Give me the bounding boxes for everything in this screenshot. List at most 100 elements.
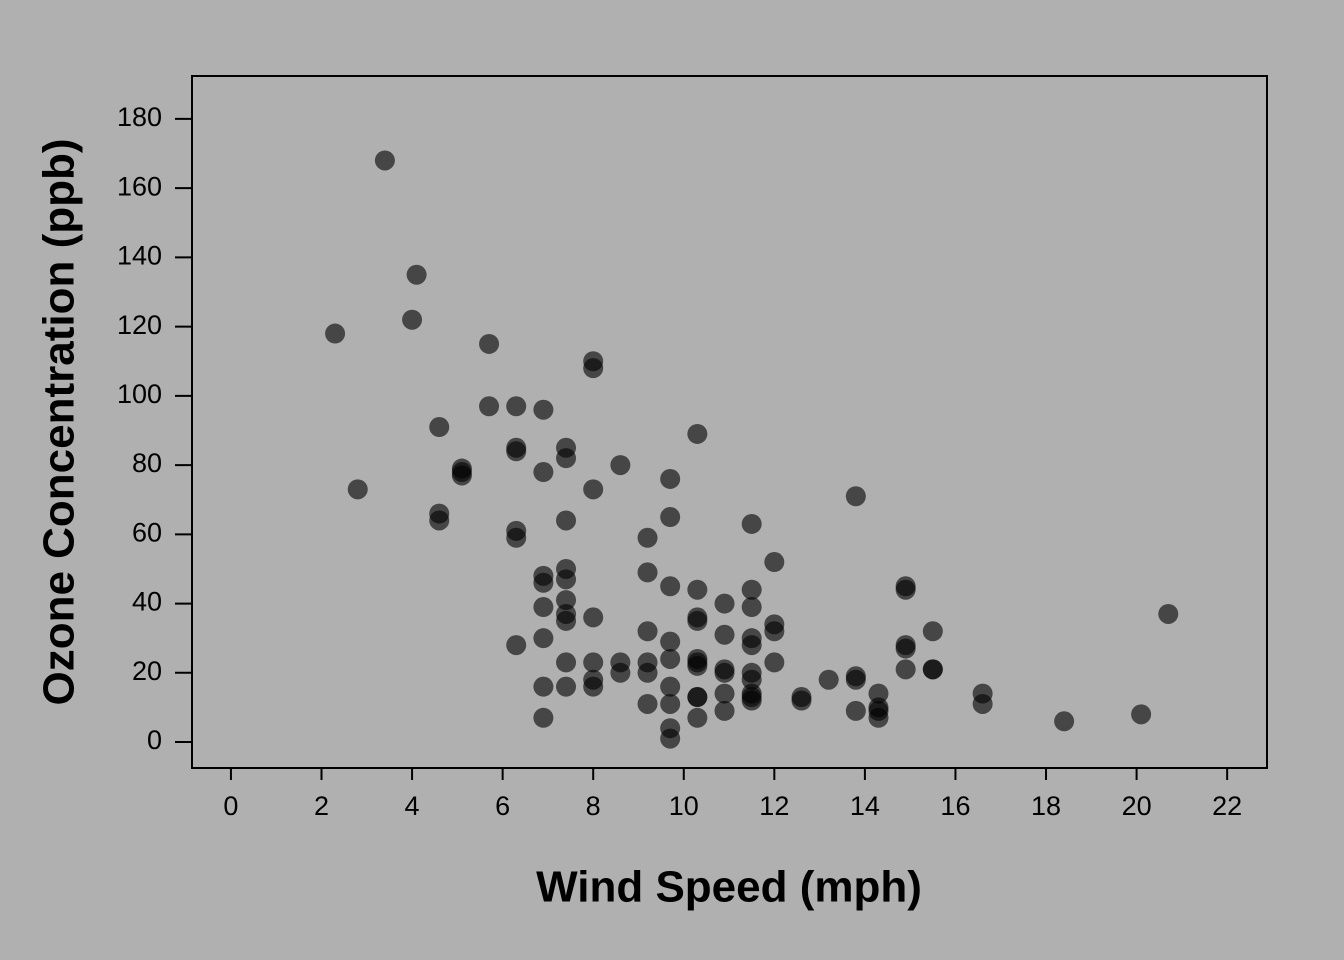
point — [660, 507, 681, 528]
point — [1054, 711, 1075, 732]
point — [533, 676, 554, 697]
point — [556, 569, 577, 590]
x-axis-label: Wind Speed (mph) — [536, 863, 922, 912]
y-tick-label: 140 — [117, 241, 162, 271]
point — [556, 676, 577, 697]
point — [660, 631, 681, 652]
point — [687, 423, 708, 444]
point — [583, 652, 604, 673]
point — [687, 648, 708, 669]
x-tick-label: 8 — [586, 791, 601, 821]
point — [741, 687, 762, 708]
point — [868, 700, 889, 721]
point — [660, 676, 681, 697]
y-tick-label: 100 — [117, 379, 162, 409]
point — [845, 486, 866, 507]
plot-frame — [191, 75, 1268, 769]
point — [506, 396, 527, 417]
point — [479, 396, 500, 417]
point — [868, 683, 889, 704]
point — [818, 669, 839, 690]
point — [741, 635, 762, 656]
point — [533, 628, 554, 649]
point — [660, 468, 681, 489]
point — [687, 607, 708, 628]
point — [895, 659, 916, 680]
x-tick-label: 6 — [495, 791, 510, 821]
point — [922, 659, 943, 680]
point — [533, 597, 554, 618]
point — [660, 718, 681, 739]
point — [325, 323, 346, 344]
point — [402, 309, 423, 330]
x-tick-label: 4 — [405, 791, 420, 821]
point — [764, 552, 785, 573]
x-tick-label: 12 — [759, 791, 789, 821]
point — [741, 662, 762, 683]
point — [533, 462, 554, 483]
y-tick-label: 0 — [147, 725, 162, 755]
point — [556, 652, 577, 673]
point — [741, 597, 762, 618]
point — [687, 707, 708, 728]
point — [429, 417, 450, 438]
point — [637, 652, 658, 673]
x-tick-label: 14 — [850, 791, 880, 821]
point — [556, 590, 577, 611]
point — [895, 638, 916, 659]
point — [583, 607, 604, 628]
point — [660, 648, 681, 669]
x-tick-label: 0 — [223, 791, 238, 821]
point — [406, 264, 427, 285]
point — [764, 652, 785, 673]
point — [506, 527, 527, 548]
point — [374, 150, 395, 171]
point — [660, 576, 681, 597]
point — [741, 579, 762, 600]
y-tick-label: 20 — [132, 656, 162, 686]
point — [556, 510, 577, 531]
point — [895, 579, 916, 600]
point — [556, 610, 577, 631]
point — [479, 333, 500, 354]
point — [660, 693, 681, 714]
point — [714, 700, 735, 721]
point — [556, 448, 577, 469]
point — [637, 527, 658, 548]
point — [764, 621, 785, 642]
point — [637, 621, 658, 642]
x-tick-label: 22 — [1212, 791, 1242, 821]
point — [1131, 704, 1152, 725]
point — [687, 687, 708, 708]
point — [583, 669, 604, 690]
y-tick-label: 80 — [132, 448, 162, 478]
point — [714, 683, 735, 704]
y-tick-label: 120 — [117, 310, 162, 340]
point — [922, 621, 943, 642]
point — [637, 693, 658, 714]
y-tick-label: 180 — [117, 102, 162, 132]
point — [714, 659, 735, 680]
point — [610, 662, 631, 683]
point — [583, 351, 604, 372]
y-tick-label: 60 — [132, 517, 162, 547]
point — [714, 593, 735, 614]
point — [533, 399, 554, 420]
x-tick-label: 10 — [669, 791, 699, 821]
point — [741, 513, 762, 534]
point — [714, 624, 735, 645]
point — [506, 635, 527, 656]
point — [791, 687, 812, 708]
x-tick-label: 20 — [1122, 791, 1152, 821]
point — [429, 503, 450, 524]
y-axis-label: Ozone Concentration (ppb) — [35, 138, 84, 705]
point — [347, 479, 368, 500]
point — [972, 683, 993, 704]
x-tick-label: 16 — [940, 791, 970, 821]
x-tick-label: 18 — [1031, 791, 1061, 821]
point — [687, 579, 708, 600]
y-tick-label: 40 — [132, 587, 162, 617]
point — [845, 669, 866, 690]
point — [451, 462, 472, 483]
